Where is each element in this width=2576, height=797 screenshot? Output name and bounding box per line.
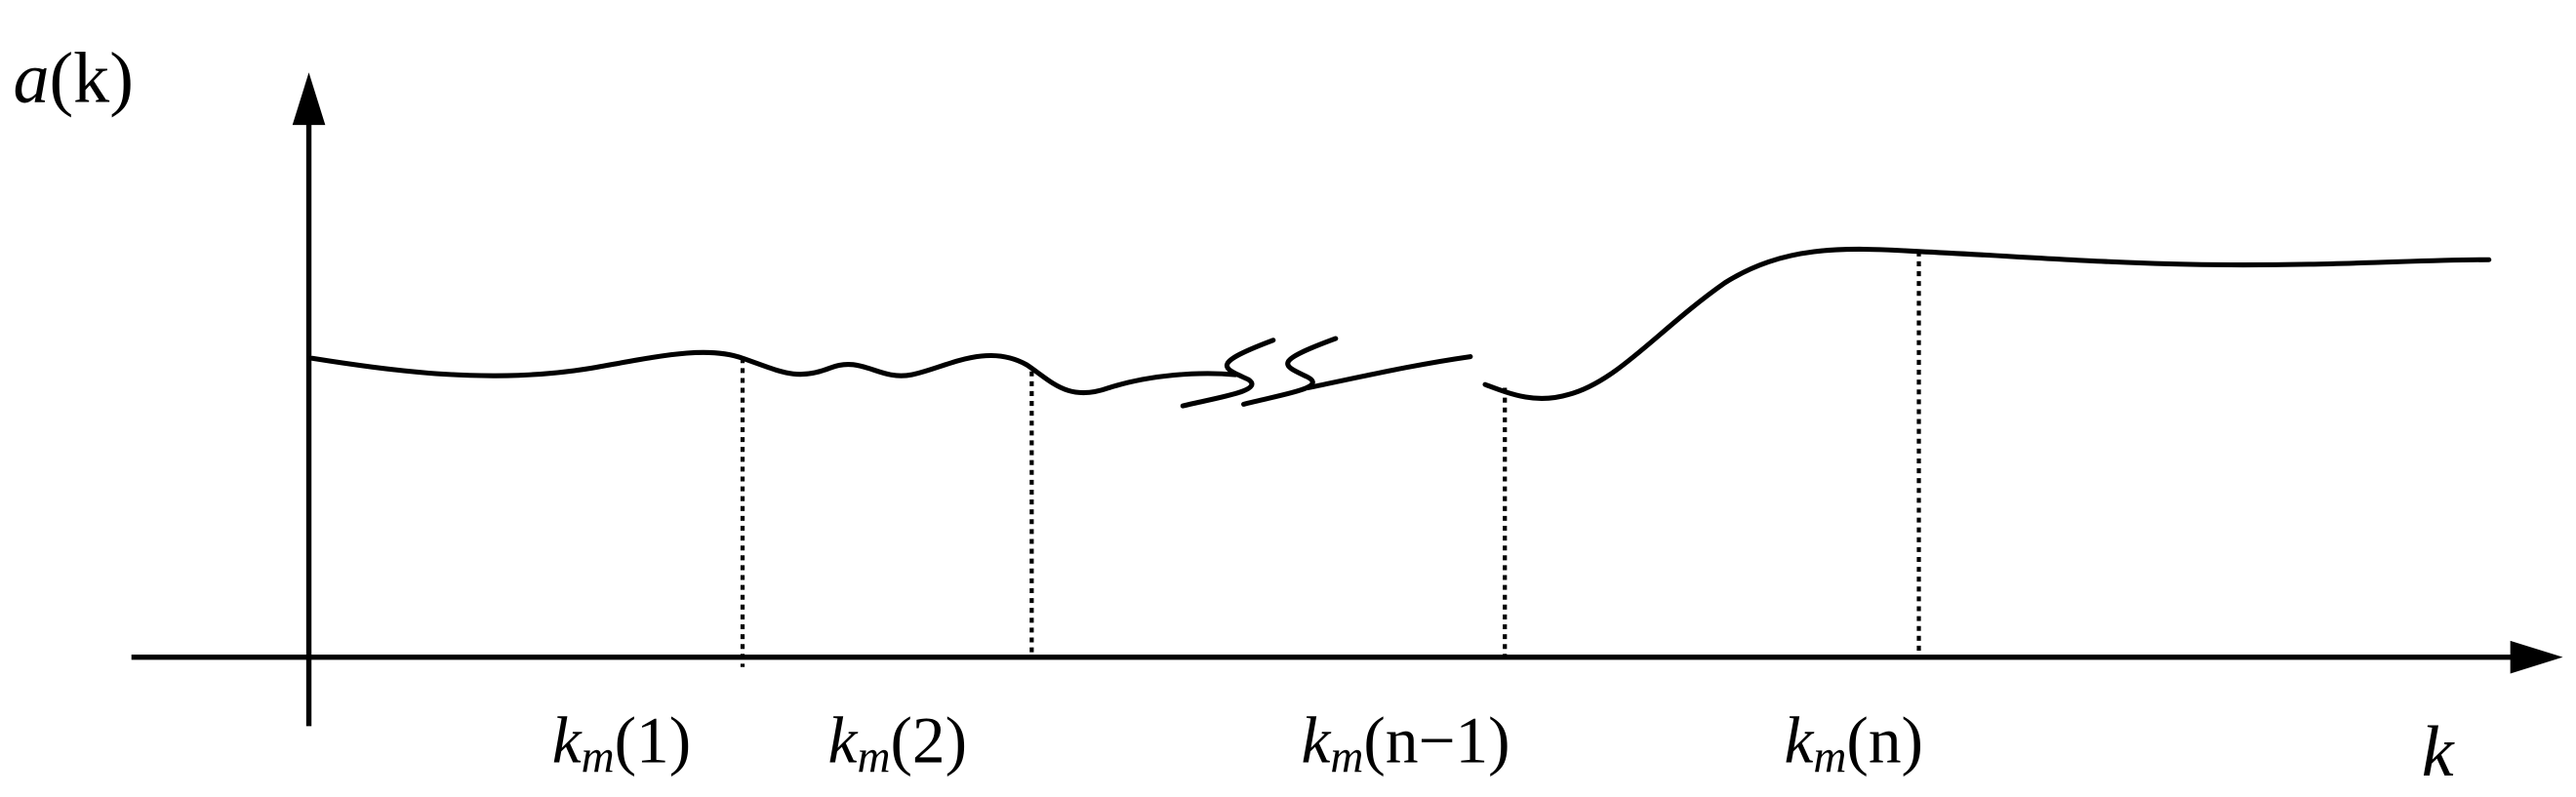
marker-sub: m <box>582 733 615 783</box>
marker-sub: m <box>1813 733 1846 783</box>
marker-base: k <box>1301 703 1331 777</box>
marker-arg: (1) <box>615 703 692 777</box>
marker-label: km(n−1) <box>1301 703 1509 782</box>
y-axis-arrow <box>292 72 326 126</box>
x-axis-arrow <box>2510 640 2563 674</box>
marker-label: km(1) <box>552 703 691 782</box>
y-label-arg: (k) <box>50 39 134 119</box>
marker-base: k <box>828 703 859 777</box>
curve <box>309 349 1238 396</box>
marker-arg: (n−1) <box>1363 703 1509 777</box>
marker-base: k <box>1784 703 1814 777</box>
y-label-symbol: a <box>13 39 49 119</box>
y-axis-label: a(k) <box>13 39 133 119</box>
curve <box>1482 246 2492 401</box>
marker-label: km(n) <box>1784 703 1922 782</box>
marker-sub: m <box>1330 733 1363 783</box>
marker-base: k <box>552 703 583 777</box>
x-axis-label: k <box>2422 712 2455 792</box>
break-mark <box>1241 336 1339 407</box>
break-mark <box>1180 338 1276 409</box>
marker-arg: (2) <box>891 703 968 777</box>
marker-label: km(2) <box>828 703 967 782</box>
curve <box>1305 354 1473 391</box>
marker-sub: m <box>857 733 890 783</box>
marker-arg: (n) <box>1846 703 1923 777</box>
